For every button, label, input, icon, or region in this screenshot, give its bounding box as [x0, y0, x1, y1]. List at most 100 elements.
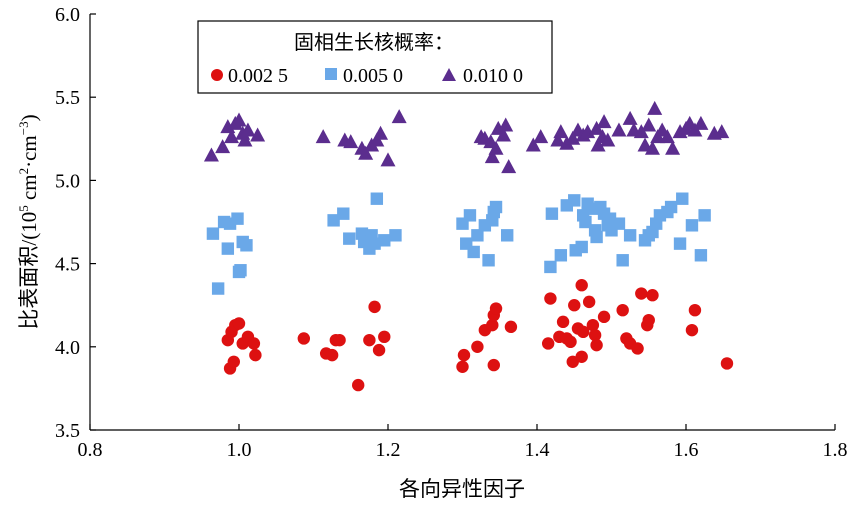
data-point-square	[378, 234, 391, 247]
data-point-square	[240, 239, 253, 252]
legend-marker-triangle	[442, 68, 456, 81]
data-point-triangle	[596, 114, 612, 129]
data-point-circle	[227, 355, 240, 368]
data-point-triangle	[611, 122, 627, 137]
data-point-square	[368, 237, 381, 250]
data-point-circle	[590, 338, 603, 352]
data-point-triangle	[525, 137, 541, 152]
data-point-square	[501, 229, 514, 242]
data-point-triangle	[343, 134, 359, 149]
data-point-triangle	[550, 132, 566, 147]
data-point-triangle	[693, 115, 709, 130]
data-point-circle	[568, 299, 581, 312]
data-point-triangle	[659, 129, 675, 144]
data-point-square	[623, 229, 637, 242]
data-point-triangle	[237, 132, 253, 147]
data-point-circle	[642, 313, 655, 327]
data-point-square	[554, 249, 568, 262]
plot-area	[89, 14, 835, 431]
x-tick-label: 1.0	[227, 439, 252, 461]
data-point-circle	[489, 302, 503, 315]
data-point-circle	[544, 292, 557, 305]
data-point-square	[343, 232, 356, 245]
data-point-square	[337, 207, 350, 220]
data-point-square	[676, 192, 689, 205]
data-point-triangle	[215, 139, 231, 154]
data-point-square	[685, 219, 699, 232]
y-axis-title-sup1: 5	[16, 205, 31, 212]
data-point-triangle	[633, 124, 649, 139]
x-tick-label: 1.4	[525, 439, 550, 461]
data-point-circle	[333, 333, 346, 347]
data-point-circle	[232, 317, 246, 330]
y-axis-title-sup2: 2	[16, 168, 31, 175]
data-point-square	[698, 209, 711, 222]
data-point-circle	[352, 378, 365, 392]
data-point-triangle	[501, 159, 517, 174]
data-point-triangle	[358, 145, 374, 160]
data-point-circle	[582, 295, 596, 309]
y-tick-label: 5.0	[55, 170, 80, 192]
data-point-square	[579, 215, 592, 229]
data-point-circle	[378, 330, 391, 344]
data-point-circle	[720, 357, 734, 370]
legend-entry-1: 0.002 5	[228, 65, 288, 87]
data-point-circle	[487, 358, 500, 372]
data-point-circle	[556, 315, 570, 329]
data-point-square	[673, 237, 687, 250]
data-point-triangle	[590, 137, 606, 152]
data-point-circle	[616, 303, 629, 317]
data-point-circle	[372, 343, 386, 357]
data-point-square	[211, 282, 225, 295]
data-point-triangle	[665, 140, 681, 155]
legend-box	[197, 20, 553, 94]
x-tick-label: 1.8	[823, 439, 848, 461]
legend: 固相生长核概率： 0.002 5 0.005 0 0.010 0	[197, 20, 553, 94]
data-point-circle	[575, 279, 588, 292]
data-point-square	[370, 192, 384, 205]
data-point-triangle	[484, 149, 500, 164]
x-tick-label: 1.2	[376, 439, 401, 461]
legend-entry-2: 0.005 0	[343, 65, 403, 87]
data-point-triangle	[589, 120, 605, 135]
data-point-triangle	[641, 117, 657, 132]
data-point-circle	[588, 328, 602, 342]
y-axis-title-mid: cm	[17, 174, 41, 205]
data-point-triangle	[622, 110, 638, 125]
data-point-circle	[456, 360, 469, 373]
y-tick-label: 6.0	[55, 4, 80, 26]
data-point-triangle	[231, 112, 247, 127]
data-point-circle	[486, 318, 499, 332]
data-point-circle	[368, 300, 381, 314]
data-point-triangle	[391, 109, 407, 124]
x-tick-label: 0.8	[78, 439, 103, 461]
data-point-square	[545, 207, 559, 220]
legend-marker-square	[325, 68, 337, 80]
data-point-circle	[685, 323, 699, 337]
data-point-square	[389, 229, 402, 242]
data-point-circle	[363, 333, 376, 347]
data-point-circle	[597, 310, 611, 324]
data-point-triangle	[644, 140, 660, 155]
data-point-square	[221, 242, 235, 255]
data-point-square	[544, 260, 557, 274]
y-axis-title-sup3: −3	[16, 121, 31, 135]
data-point-circle	[325, 348, 339, 362]
data-points	[203, 100, 734, 392]
data-point-square	[234, 264, 247, 277]
data-point-circle	[688, 303, 702, 317]
axis-ticks: 0.8 1.0 1.2 1.4 1.6 1.8 3.5 4.0 4.5 5.0 5.5 6.0	[55, 4, 848, 461]
y-tick-label: 3.5	[55, 420, 80, 442]
y-axis-title-main: 比表面积/(10	[17, 212, 41, 330]
data-point-triangle	[488, 140, 504, 155]
data-point-square	[231, 212, 244, 225]
legend-marker-circle	[211, 69, 223, 81]
data-point-triangle	[240, 122, 256, 137]
data-point-triangle	[600, 132, 616, 147]
legend-entry-3: 0.010 0	[463, 65, 523, 87]
data-point-square	[590, 230, 603, 244]
data-point-triangle	[250, 127, 266, 142]
x-tick-label: 1.6	[674, 439, 699, 461]
y-axis-title: 比表面积/(105 cm2·cm−3)	[16, 114, 41, 329]
